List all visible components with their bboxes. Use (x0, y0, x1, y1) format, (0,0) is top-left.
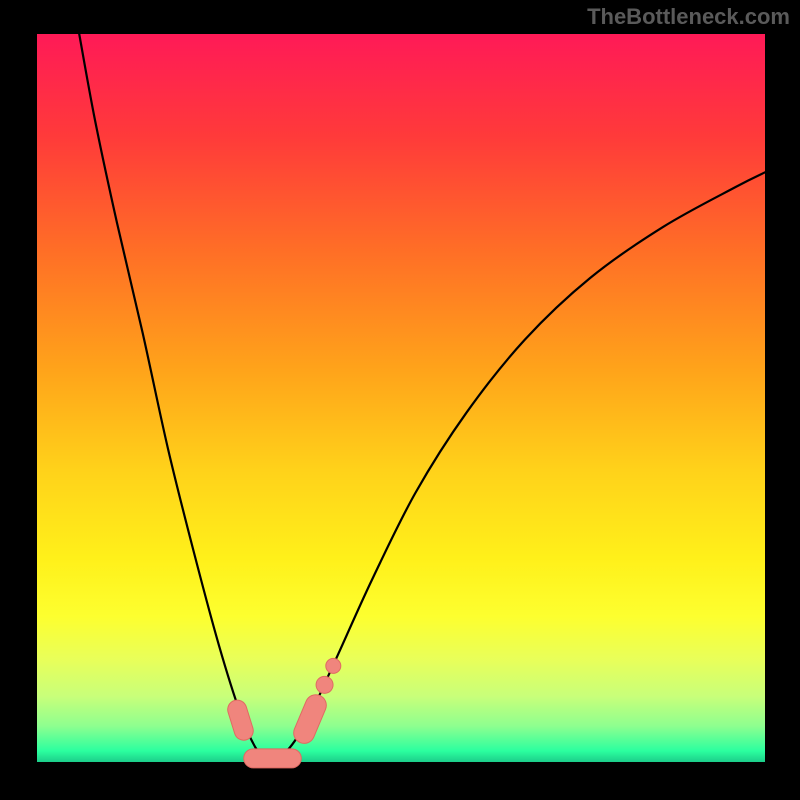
plot-background (37, 34, 765, 762)
bottleneck-chart (0, 0, 800, 800)
watermark-text: TheBottleneck.com (587, 4, 790, 30)
